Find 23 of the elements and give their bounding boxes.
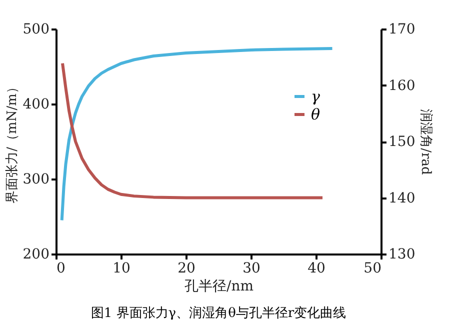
y2-tick-label: 130: [388, 246, 416, 262]
y-tick-label: 400: [22, 96, 50, 112]
x-tick-label: 0: [56, 260, 66, 276]
x-tick-label: 20: [178, 260, 196, 276]
x-axis-title: 孔半径/nm: [184, 278, 254, 294]
y-tick-label: 200: [22, 246, 50, 262]
y2-tick-label: 150: [388, 134, 416, 150]
x-tick-label: 30: [242, 260, 260, 276]
y2-tick-label: 170: [388, 22, 416, 38]
legend-label: θ: [311, 106, 320, 124]
line-series: [60, 47, 334, 222]
y2-tick-label: 140: [388, 190, 416, 206]
y-axis-title: 界面张力/（mN/m）: [4, 80, 20, 204]
y2-tick-label: 160: [388, 78, 416, 94]
y-tick-label: 500: [22, 22, 50, 38]
legend-label: γ: [311, 88, 320, 106]
x-tick-label: 50: [364, 260, 382, 276]
caption: 图1 界面张力γ、润湿角θ与孔半径r变化曲线: [90, 306, 346, 321]
x-tick-label: 10: [112, 260, 130, 276]
x-tick-label: 40: [308, 260, 326, 276]
line-series: [61, 62, 324, 200]
y-tick-label: 300: [22, 172, 50, 188]
y2-axis-title: 润湿角/rad: [418, 109, 434, 175]
